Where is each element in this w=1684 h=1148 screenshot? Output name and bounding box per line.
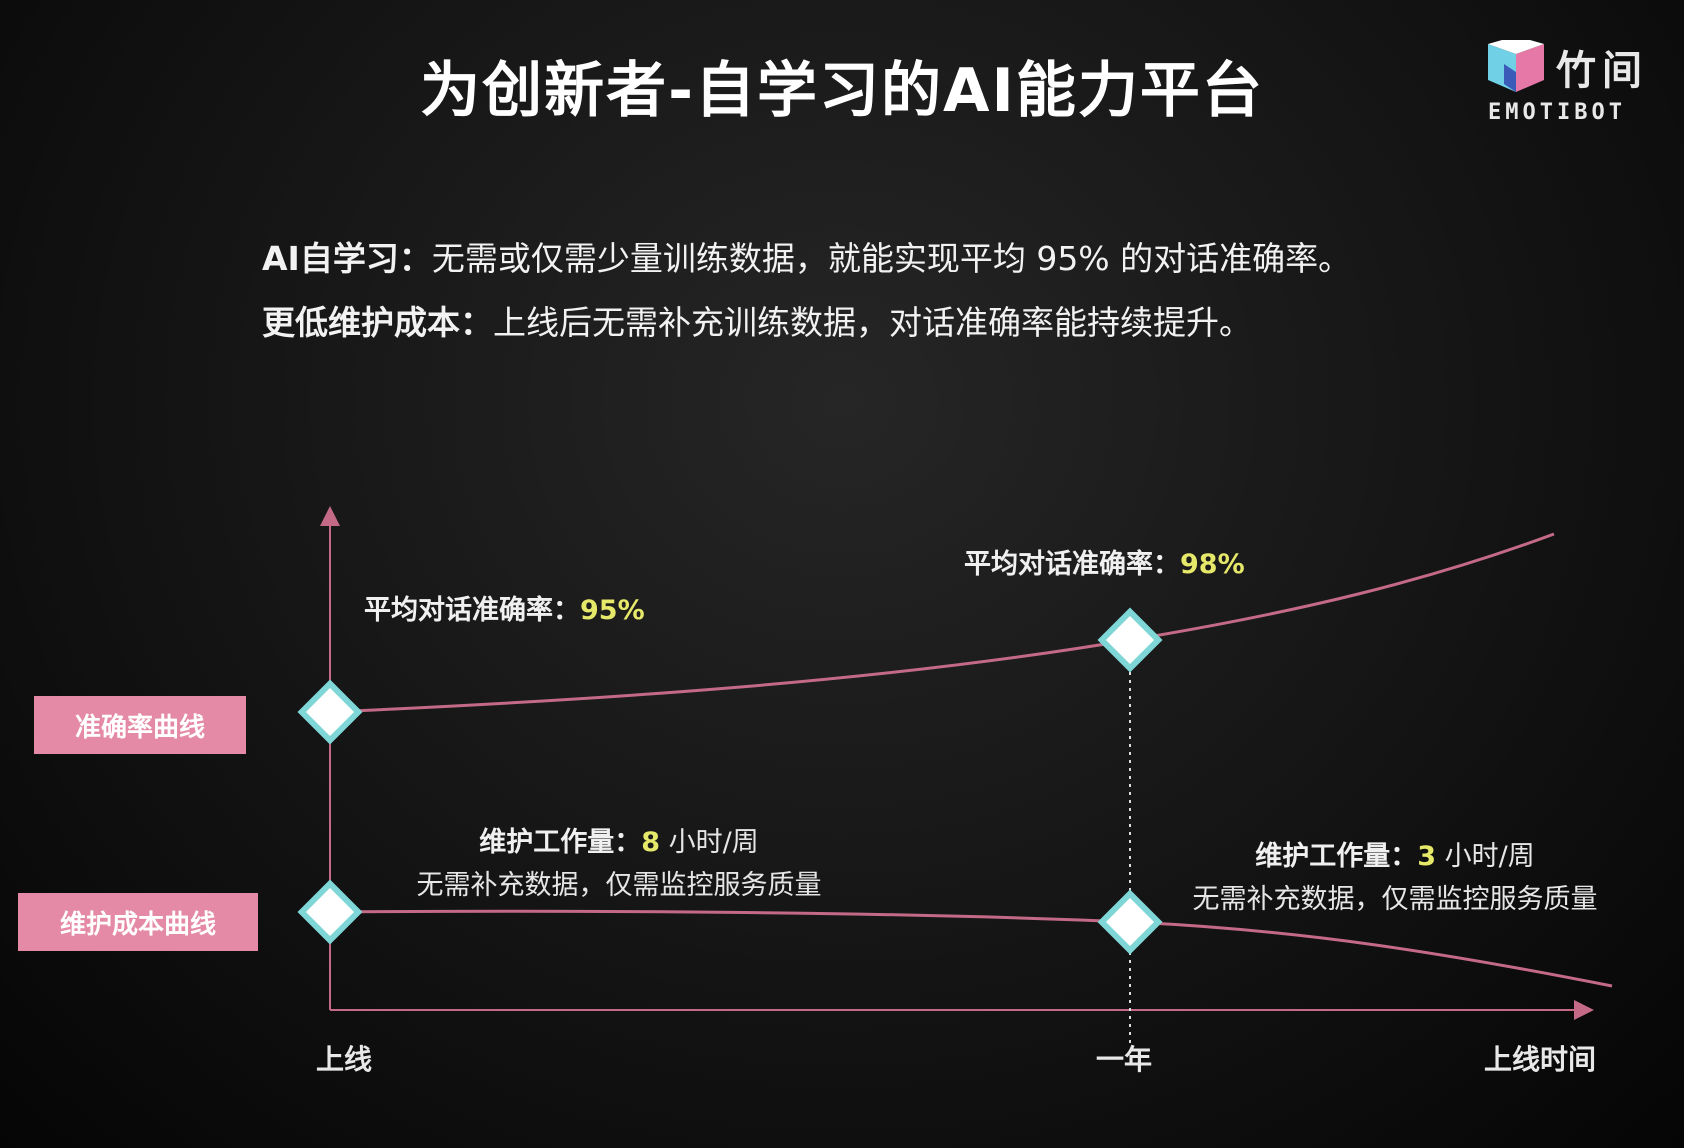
cost-year-note: 无需补充数据，仅需监控服务质量 (1192, 884, 1598, 915)
cost-curve (329, 909, 1613, 988)
acc-start-value: 95% (580, 595, 645, 626)
cost-curve-label: 维护成本曲线 (18, 893, 258, 951)
annotation-accuracy-year: 平均对话准确率：98% (964, 542, 1245, 581)
cost-year-value: 3 (1417, 841, 1437, 872)
intro-text-1: 无需或仅需少量训练数据，就能实现平均 95% 的对话准确率。 (431, 239, 1352, 278)
annotation-accuracy-start: 平均对话准确率：95% (364, 588, 645, 627)
cost-year-prefix: 维护工作量： (1255, 841, 1418, 872)
cost-year-suffix: 小时/周 (1436, 841, 1535, 872)
marker-acc-start (297, 679, 363, 745)
annotation-cost-start: 维护工作量：8 小时/周 无需补充数据，仅需监控服务质量 (384, 820, 854, 902)
cost-start-suffix: 小时/周 (660, 827, 759, 858)
acc-year-prefix: 平均对话准确率： (964, 549, 1180, 580)
acc-start-prefix: 平均对话准确率： (364, 595, 580, 626)
intro-line-2: 更低维护成本：上线后无需补充训练数据，对话准确率能持续提升。 (262, 296, 1252, 344)
annotation-cost-year: 维护工作量：3 小时/周 无需补充数据，仅需监控服务质量 (1160, 834, 1630, 916)
brand-logo: 竹间 EMOTIBOT (1486, 40, 1656, 130)
x-label-launch: 上线 (316, 1043, 373, 1076)
emotibot-logo-icon (1488, 40, 1544, 92)
x-label-launch-time: 上线时间 (1484, 1043, 1597, 1076)
page-title: 为创新者-自学习的AI能力平台 (420, 56, 1264, 126)
logo-name-cn: 竹间 (1556, 48, 1648, 94)
intro-text-2: 上线后无需补充训练数据，对话准确率能持续提升。 (493, 303, 1252, 342)
cost-start-prefix: 维护工作量： (479, 827, 642, 858)
intro-line-1: AI自学习：无需或仅需少量训练数据，就能实现平均 95% 的对话准确率。 (262, 232, 1351, 280)
intro-label-1: AI自学习： (262, 239, 432, 278)
accuracy-curve (329, 532, 1555, 714)
cost-start-value: 8 (641, 827, 661, 858)
marker-cost-year (1097, 889, 1163, 955)
x-label-one-year: 一年 (1096, 1043, 1153, 1076)
logo-name-en: EMOTIBOT (1488, 100, 1626, 125)
accuracy-curve-label: 准确率曲线 (34, 696, 246, 754)
intro-label-2: 更低维护成本： (262, 303, 493, 342)
acc-year-value: 98% (1180, 549, 1245, 580)
marker-acc-year (1097, 607, 1163, 673)
marker-cost-start (297, 879, 363, 945)
cost-start-note: 无需补充数据，仅需监控服务质量 (416, 870, 822, 901)
